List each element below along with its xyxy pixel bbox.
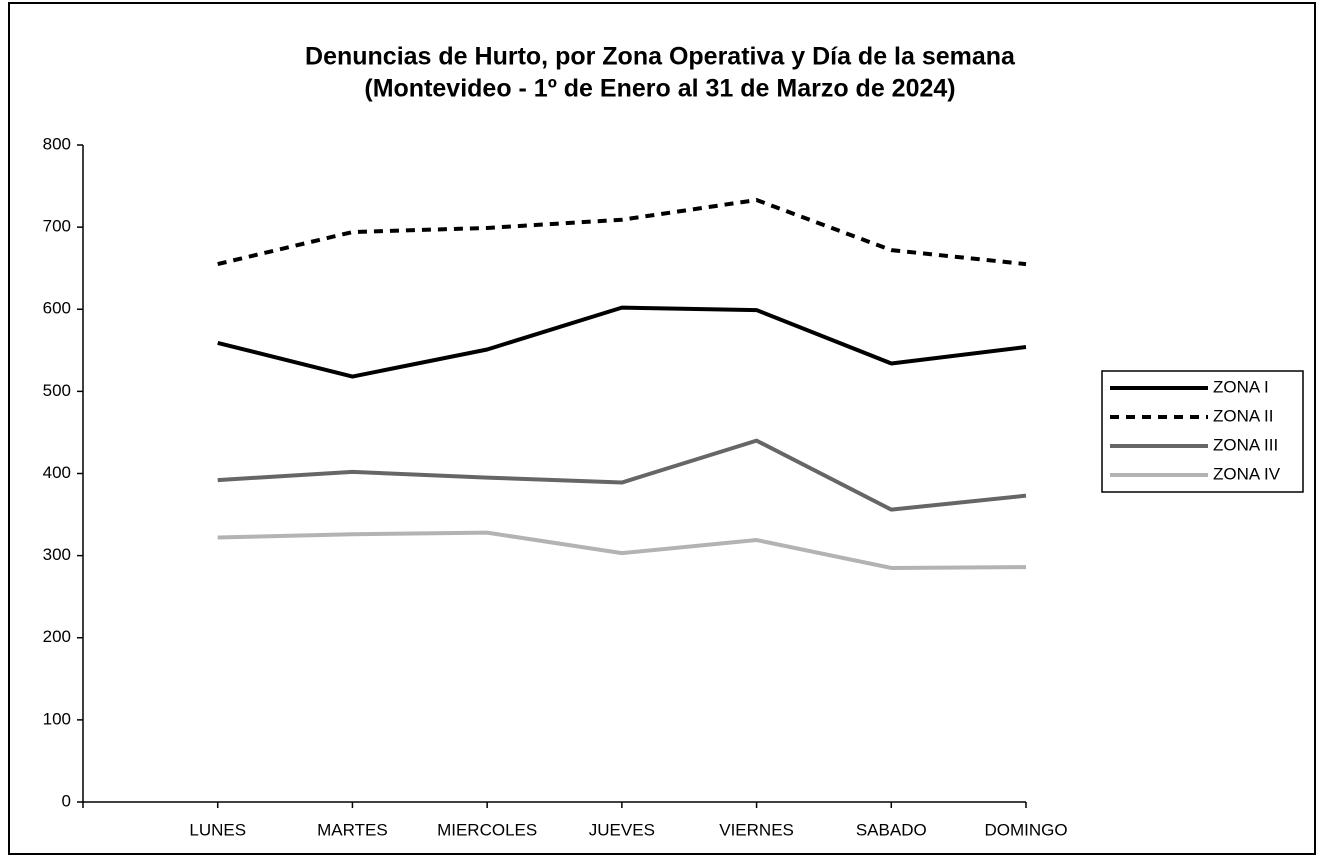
x-tick-label: JUEVES — [589, 820, 655, 839]
y-tick-label: 200 — [43, 627, 71, 646]
x-tick-label: DOMINGO — [984, 820, 1067, 839]
chart-border — [8, 2, 1316, 855]
y-tick-label: 100 — [43, 709, 71, 728]
legend-label: ZONA III — [1213, 435, 1278, 454]
y-tick-label: 0 — [62, 791, 71, 810]
series-line — [217, 438, 1027, 512]
chart-title: Denuncias de Hurto, por Zona Operativa y… — [305, 43, 1016, 71]
x-tick-label: SABADO — [856, 820, 927, 839]
legend-label: ZONA I — [1213, 377, 1269, 396]
x-tick-label: LUNES — [189, 820, 246, 839]
y-tick-label: 600 — [43, 299, 71, 318]
x-tick-label: MARTES — [317, 820, 388, 839]
y-tick-label: 700 — [43, 217, 71, 236]
x-tick-label: VIERNES — [719, 820, 794, 839]
series-line — [217, 530, 1027, 570]
y-tick-label: 800 — [43, 134, 71, 153]
y-tick-label: 500 — [43, 381, 71, 400]
legend-label: ZONA II — [1213, 406, 1273, 425]
y-tick-label: 400 — [43, 463, 71, 482]
series-line — [217, 198, 1027, 267]
legend-box — [1101, 370, 1304, 493]
y-tick-label: 300 — [43, 545, 71, 564]
x-tick-label: MIERCOLES — [437, 820, 537, 839]
chart-subtitle: (Montevideo - 1º de Enero al 31 de Marzo… — [364, 75, 955, 103]
legend-label: ZONA IV — [1213, 464, 1281, 483]
series-line — [217, 305, 1027, 379]
